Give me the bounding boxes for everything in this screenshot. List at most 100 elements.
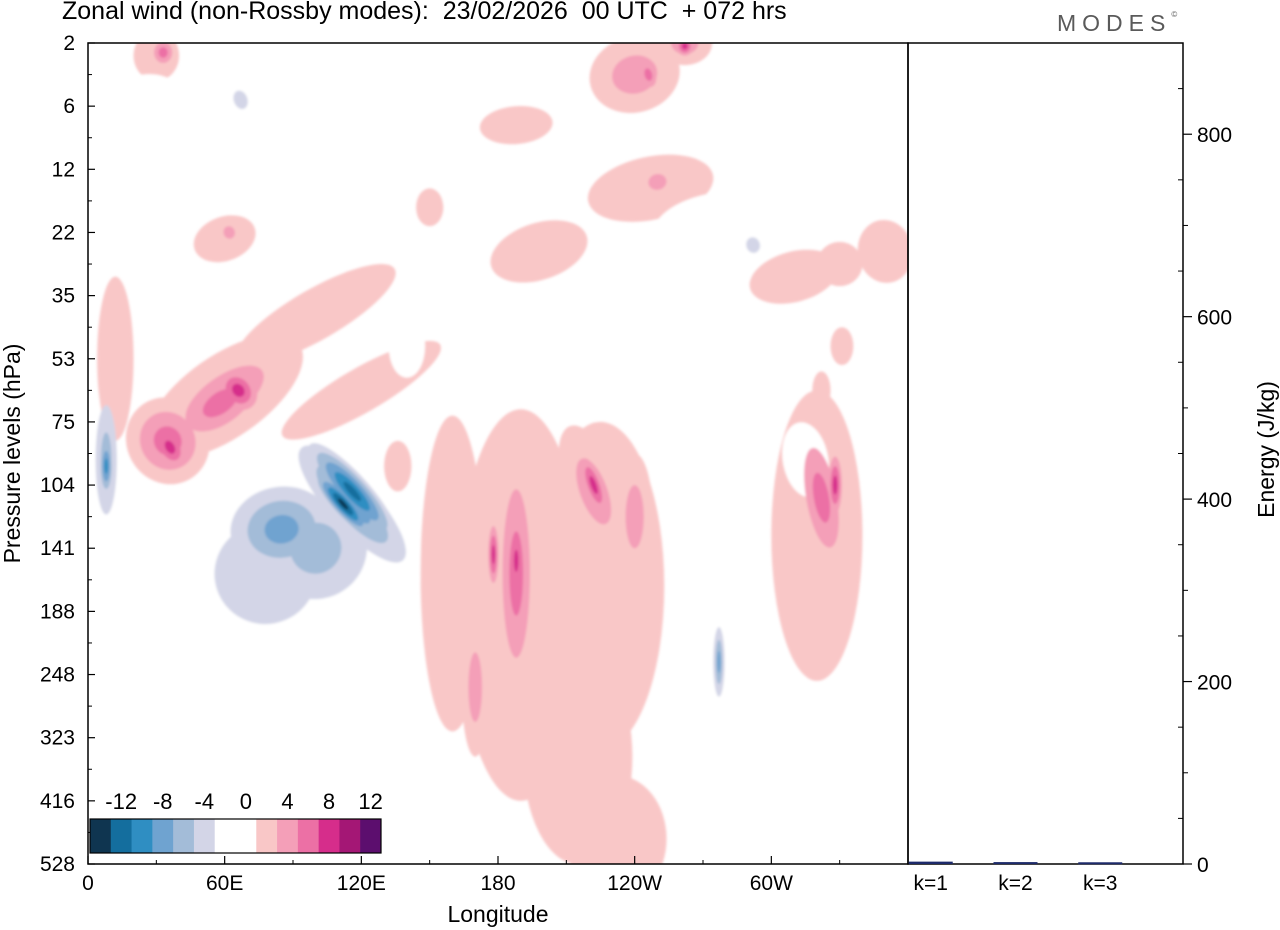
y-tick-label: 188 (40, 600, 75, 623)
contour-patch (232, 383, 245, 397)
contour-patch (283, 560, 335, 801)
colorbar-swatch (110, 819, 132, 853)
contour-field (90, 43, 908, 864)
x-tick-label: 60E (206, 872, 243, 895)
y-tick-label: 22 (52, 221, 75, 244)
energy-y-tick-label: 800 (1197, 124, 1232, 147)
contour-patch (235, 264, 396, 366)
y-tick-label: 53 (52, 348, 75, 371)
x-tick-label: 120W (607, 872, 662, 895)
colorbar-swatch (235, 819, 257, 853)
contour-patch (416, 188, 444, 227)
brand-text: MODES (1057, 10, 1172, 36)
contour-patch (749, 249, 839, 304)
x-tick-label: 60W (750, 872, 793, 895)
contour-patch (717, 650, 721, 673)
contour-patch (490, 220, 588, 283)
energy-bar-k=1 (908, 861, 953, 864)
y-tick-label: 2 (63, 32, 75, 55)
colorbar-swatch (339, 819, 361, 853)
contour-patch (566, 775, 667, 864)
colorbar-swatch (173, 819, 195, 853)
y-tick-label: 12 (52, 158, 75, 181)
energy-y-tick-label: 600 (1197, 307, 1232, 330)
colorbar-label: 4 (281, 789, 293, 814)
contour-patch (468, 652, 483, 722)
contour-patch (338, 498, 349, 510)
colorbar-swatch (277, 819, 299, 853)
colorbar-label: 8 (323, 789, 335, 814)
colorbar-swatch (214, 819, 236, 853)
energy-axis-label: Energy (J/kg) (1253, 381, 1279, 518)
contour-patch (644, 68, 653, 81)
contour-patch (513, 549, 519, 572)
contour-patch (479, 105, 553, 145)
colorbar-swatch (131, 819, 153, 853)
energy-y-tick-label: 400 (1197, 489, 1232, 512)
y-tick-label: 141 (40, 537, 75, 560)
contour-patch (384, 440, 412, 492)
colorbar-label: 12 (358, 789, 382, 814)
colorbar-label: -4 (195, 789, 215, 814)
contour-patch (681, 43, 688, 50)
brand-mark: © (1171, 10, 1178, 19)
energy-y-tick-label: 0 (1197, 854, 1209, 877)
y-tick-label: 416 (40, 790, 75, 813)
contour-patch (158, 47, 168, 58)
y-tick-label: 248 (40, 664, 75, 687)
contour-patch (625, 485, 644, 549)
energy-y-tick-label: 200 (1197, 672, 1232, 695)
contour-patch (343, 481, 362, 502)
contour-patch (164, 440, 176, 454)
colorbar-label: -8 (153, 789, 173, 814)
energy-x-label: k=1 (914, 872, 948, 895)
contour-patch (880, 346, 908, 397)
contour-patch (223, 226, 235, 239)
contour-patch (491, 545, 496, 565)
contour-patch (769, 333, 797, 410)
contour-patch (889, 781, 904, 858)
y-tick-label: 528 (40, 853, 75, 876)
contour-patch (104, 458, 109, 474)
energy-panel-frame (907, 42, 1184, 865)
contour-patch (589, 476, 598, 495)
colorbar-swatch (318, 819, 340, 853)
x-tick-label: 0 (82, 872, 94, 895)
contour-patch (862, 592, 886, 694)
contour-patch (853, 668, 872, 833)
contour-patch (648, 173, 667, 190)
contour-patch (264, 515, 299, 544)
energy-bars: 0 200 400 600 800 Energy (J/kg) k=1 k=2 k=3 (908, 88, 1279, 895)
contour-patch (104, 74, 186, 139)
y-tick-label: 75 (52, 411, 75, 434)
contour-patch (830, 327, 854, 366)
contour-patch (877, 87, 908, 163)
y-tick-label: 104 (40, 474, 75, 497)
contour-patch (812, 472, 831, 523)
energy-x-label: k=2 (998, 872, 1032, 895)
colorbar-label: -12 (105, 789, 137, 814)
y-axis-label: Pressure levels (hPa) (0, 344, 25, 564)
contour-shapes (90, 43, 908, 864)
y-tick-label: 35 (52, 285, 75, 308)
modes-logo: MODES© (1057, 10, 1177, 37)
contour-patch (432, 171, 487, 205)
colorbar-swatch (193, 819, 216, 853)
colorbar-swatch (360, 819, 382, 853)
chart-title: Zonal wind (non-Rossby modes): 23/02/202… (62, 0, 787, 25)
energy-bar-k=2 (993, 862, 1038, 865)
y-tick-label: 323 (40, 727, 75, 750)
x-tick-label: 120E (337, 872, 386, 895)
contour-patch (812, 371, 831, 410)
contour-patch (857, 219, 908, 283)
colorbar-swatch (152, 819, 174, 853)
contour-patch (233, 90, 248, 110)
x-tick-label: 180 (480, 872, 515, 895)
colorbar-frame (89, 818, 382, 854)
contour-patch (816, 241, 863, 287)
colorbar-swatch (256, 819, 278, 853)
contour-patch (746, 237, 761, 253)
colorbar-swatch (297, 819, 320, 853)
energy-x-label: k=3 (1083, 872, 1117, 895)
